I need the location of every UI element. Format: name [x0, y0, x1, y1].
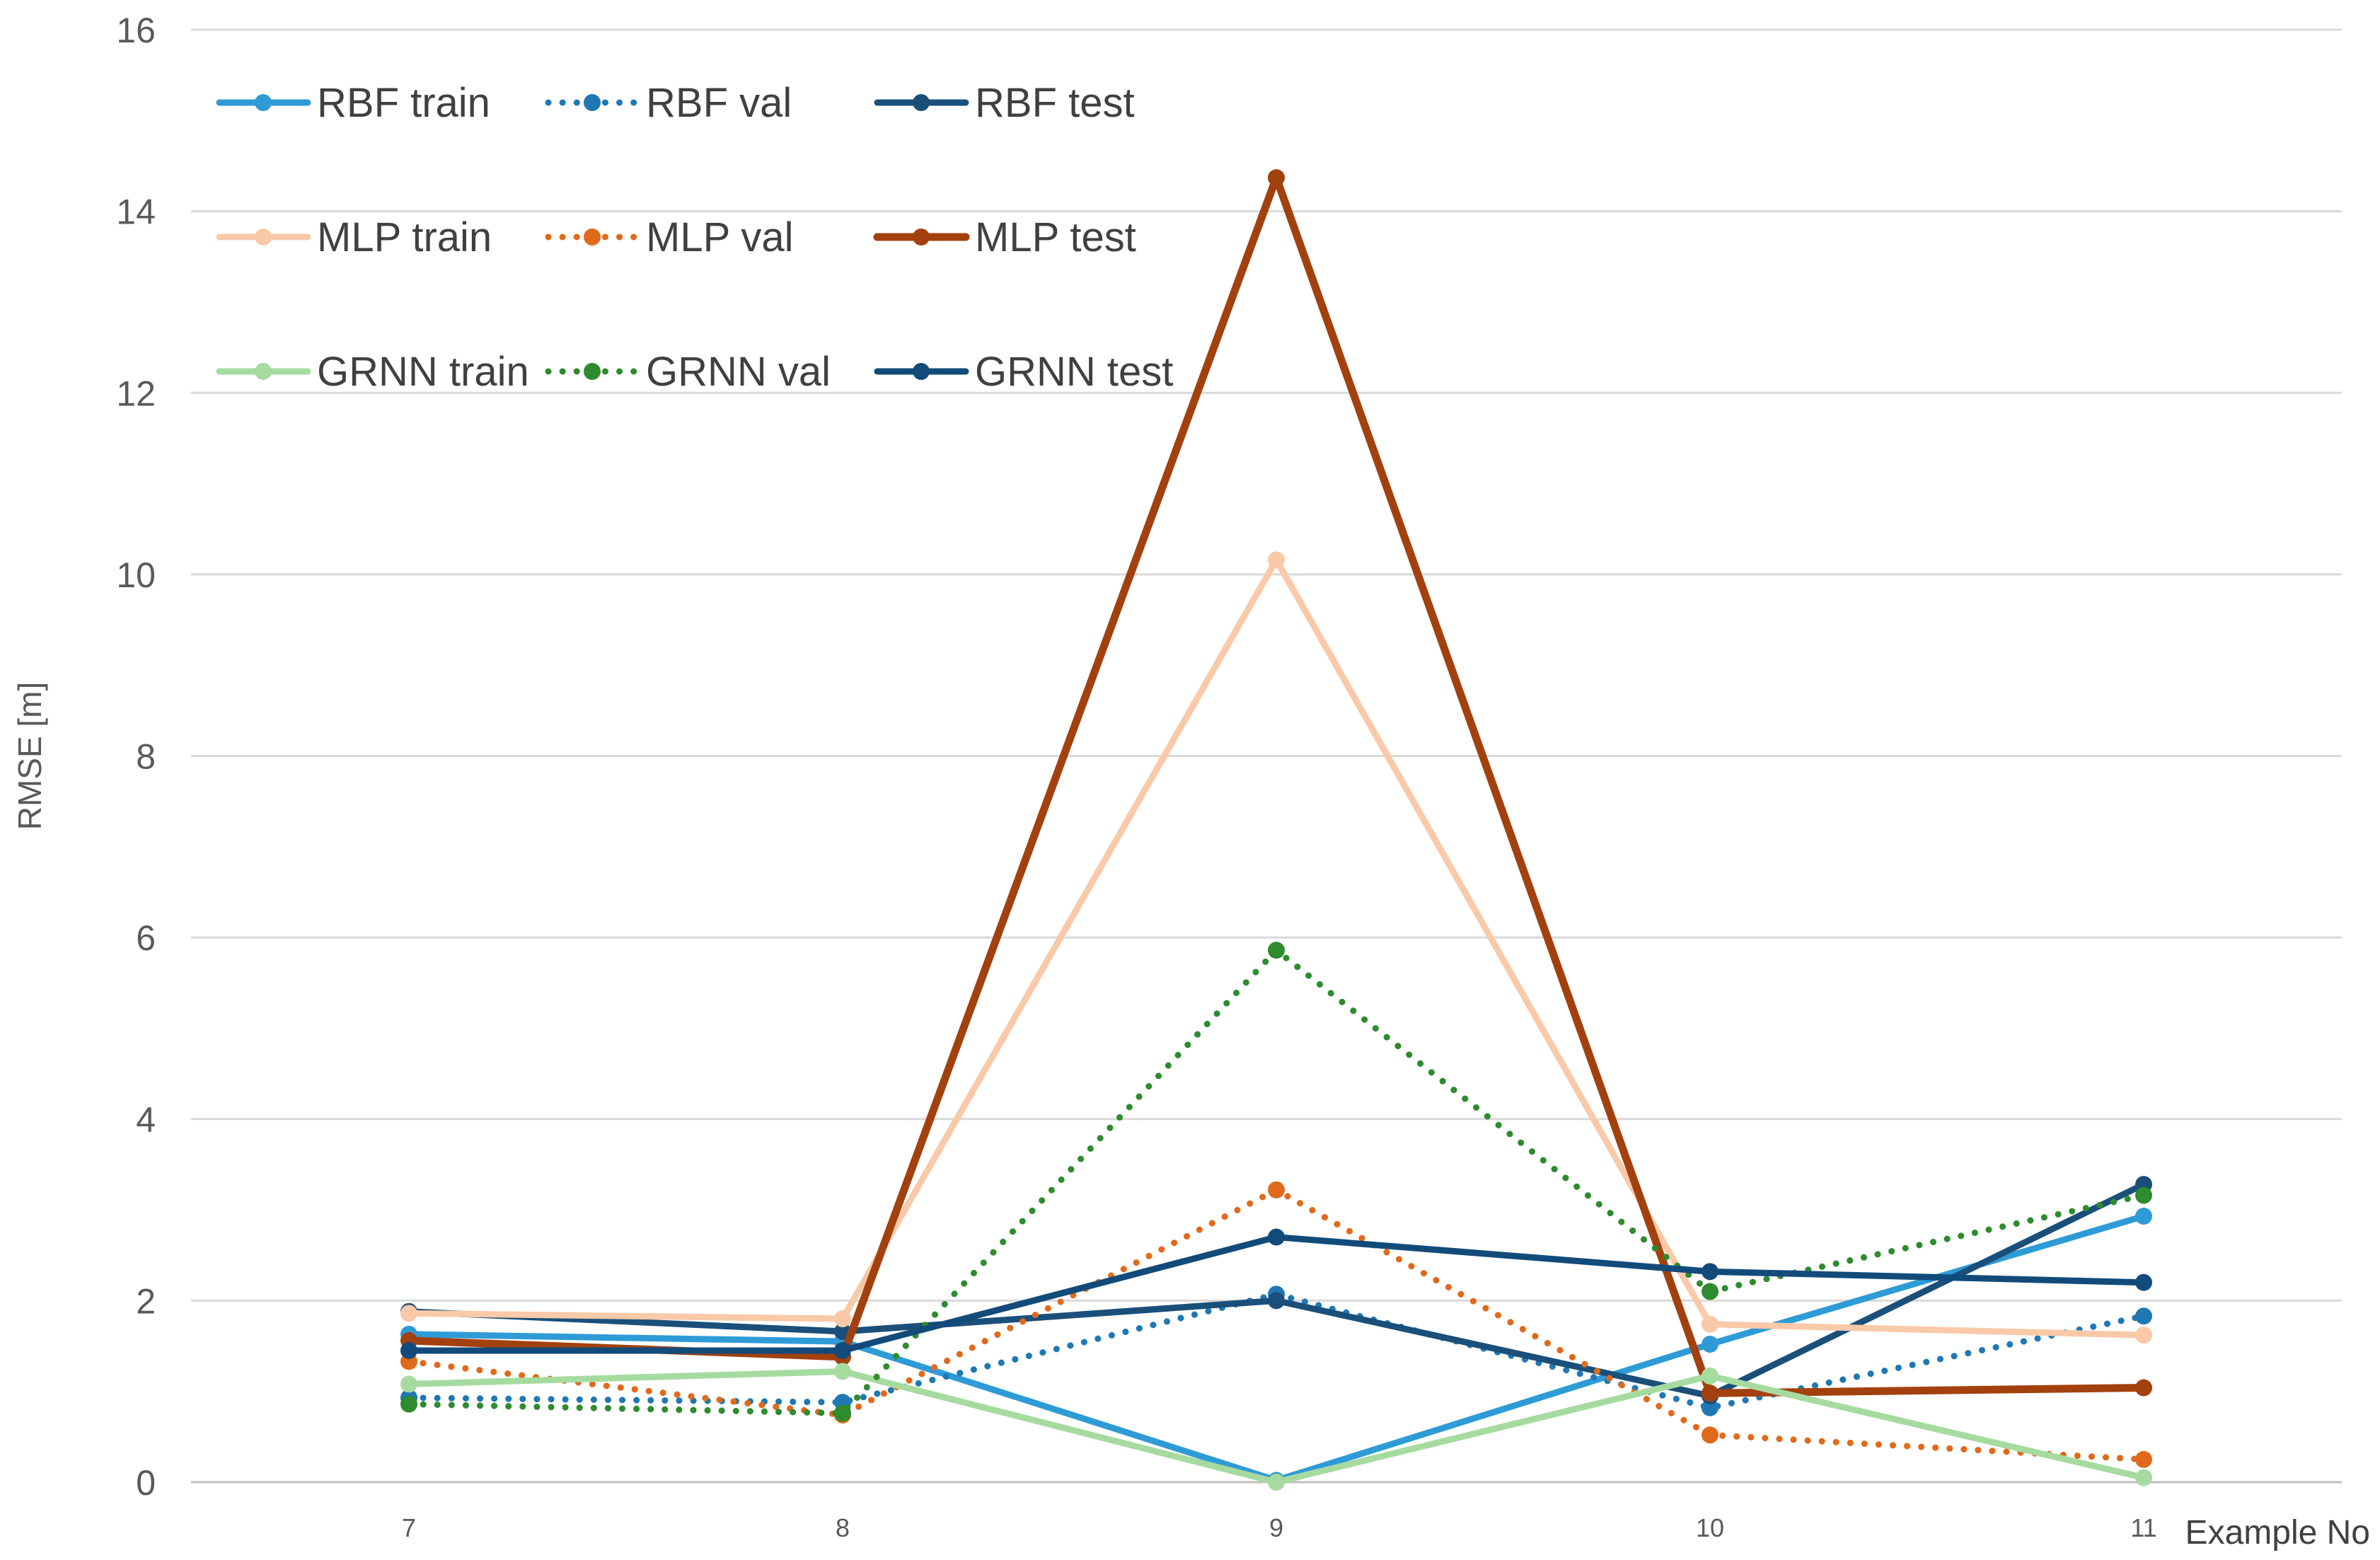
legend-swatch-marker [584, 229, 601, 245]
data-point-grnn-train-7 [400, 1375, 417, 1393]
data-point-grnn-test-11 [2135, 1273, 2152, 1291]
x-tick-label: 7 [402, 1513, 416, 1542]
x-tick-label: 11 [2130, 1513, 2156, 1542]
legend-entry-grnn-train: GRNN train [216, 349, 529, 395]
series-grnn-test [400, 1228, 2152, 1359]
legend-swatch-marker [255, 94, 272, 111]
data-point-grnn-val-11 [2135, 1186, 2152, 1204]
series-grnn-val [400, 942, 2152, 1422]
legend-label: RBF test [975, 80, 1135, 126]
legend-swatch-marker [584, 94, 601, 111]
data-point-rbf-val-10 [1702, 1399, 1718, 1416]
data-point-grnn-val-7 [400, 1395, 417, 1413]
x-axis-title: Example No [2185, 1514, 2370, 1552]
data-point-mlp-train-8 [834, 1310, 851, 1328]
legend-swatch-marker [913, 363, 930, 380]
data-point-mlp-train-10 [1702, 1315, 1718, 1333]
y-axis-title: RMSE [m] [11, 682, 48, 831]
data-point-mlp-train-7 [400, 1305, 417, 1322]
x-tick-label: 9 [1269, 1513, 1283, 1542]
series-mlp-train [400, 551, 2152, 1344]
data-point-mlp-test-10 [1702, 1385, 1718, 1402]
axes: 0 2 4 6 8 10 12 14 16 7 8 9 10 11 Example No RMSE [m] [11, 11, 2370, 1552]
data-point-mlp-val-11 [2135, 1450, 2152, 1468]
legend-label: RBF train [317, 80, 490, 126]
data-point-grnn-test-10 [1702, 1263, 1718, 1281]
data-point-grnn-train-9 [1268, 1474, 1285, 1491]
legend-swatch-marker [255, 229, 272, 245]
legend-label: GRNN train [317, 349, 529, 395]
legend: RBF train RBF val RBF test MLP train MLP val… [216, 80, 1173, 395]
data-point-grnn-test-9 [1268, 1228, 1285, 1246]
legend-entry-mlp-test: MLP test [873, 214, 1136, 260]
legend-entry-rbf-val: RBF val [545, 80, 792, 126]
legend-entry-rbf-test: RBF test [874, 80, 1135, 126]
data-point-grnn-val-10 [1702, 1283, 1718, 1300]
legend-swatch-marker [255, 363, 272, 380]
legend-swatch-marker [913, 94, 930, 111]
data-point-mlp-test-9 [1268, 169, 1285, 187]
legend-entry-mlp-train: MLP train [216, 214, 492, 260]
data-point-mlp-val-10 [1702, 1426, 1718, 1444]
data-point-grnn-test-8 [834, 1341, 851, 1359]
data-point-mlp-val-9 [1268, 1181, 1285, 1198]
legend-entry-mlp-val: MLP val [545, 214, 793, 260]
data-point-mlp-train-11 [2135, 1327, 2152, 1344]
legend-label: MLP val [646, 214, 793, 260]
data-point-rbf-train-10 [1702, 1335, 1718, 1353]
y-tick-label: 2 [136, 1281, 156, 1321]
y-tick-label: 4 [136, 1100, 156, 1140]
legend-label: MLP train [317, 214, 492, 260]
data-point-rbf-train-11 [2135, 1208, 2152, 1225]
legend-swatch-marker [584, 363, 601, 380]
data-point-grnn-test-7 [400, 1341, 417, 1359]
data-point-grnn-train-8 [834, 1363, 851, 1380]
y-tick-label: 6 [136, 918, 156, 958]
data-point-grnn-train-11 [2135, 1469, 2152, 1486]
legend-label: RBF val [646, 80, 792, 126]
series-grnn-train [400, 1363, 2152, 1491]
x-tick-label: 8 [836, 1513, 850, 1542]
data-point-mlp-train-9 [1268, 551, 1285, 569]
y-tick-label: 14 [116, 192, 156, 232]
legend-swatch-marker [913, 229, 930, 245]
data-point-rbf-test-9 [1268, 1292, 1285, 1310]
legend-entry-rbf-train: RBF train [216, 80, 490, 126]
data-point-mlp-test-11 [2135, 1379, 2152, 1397]
data-point-grnn-val-9 [1268, 942, 1285, 959]
legend-label: GRNN val [646, 349, 831, 395]
series-lines [400, 169, 2152, 1491]
x-tick-label: 10 [1696, 1513, 1724, 1542]
legend-entry-grnn-test: GRNN test [874, 349, 1173, 395]
y-tick-label: 12 [116, 374, 156, 413]
y-tick-label: 16 [116, 11, 156, 50]
data-point-grnn-train-10 [1702, 1367, 1718, 1385]
y-tick-label: 0 [136, 1463, 156, 1503]
y-tick-label: 8 [136, 737, 156, 777]
legend-label: GRNN test [975, 349, 1173, 395]
data-point-rbf-val-11 [2135, 1307, 2152, 1325]
legend-label: MLP test [975, 214, 1136, 260]
data-point-grnn-val-8 [834, 1404, 851, 1422]
y-tick-label: 10 [116, 555, 156, 595]
legend-entry-grnn-val: GRNN val [545, 349, 831, 395]
